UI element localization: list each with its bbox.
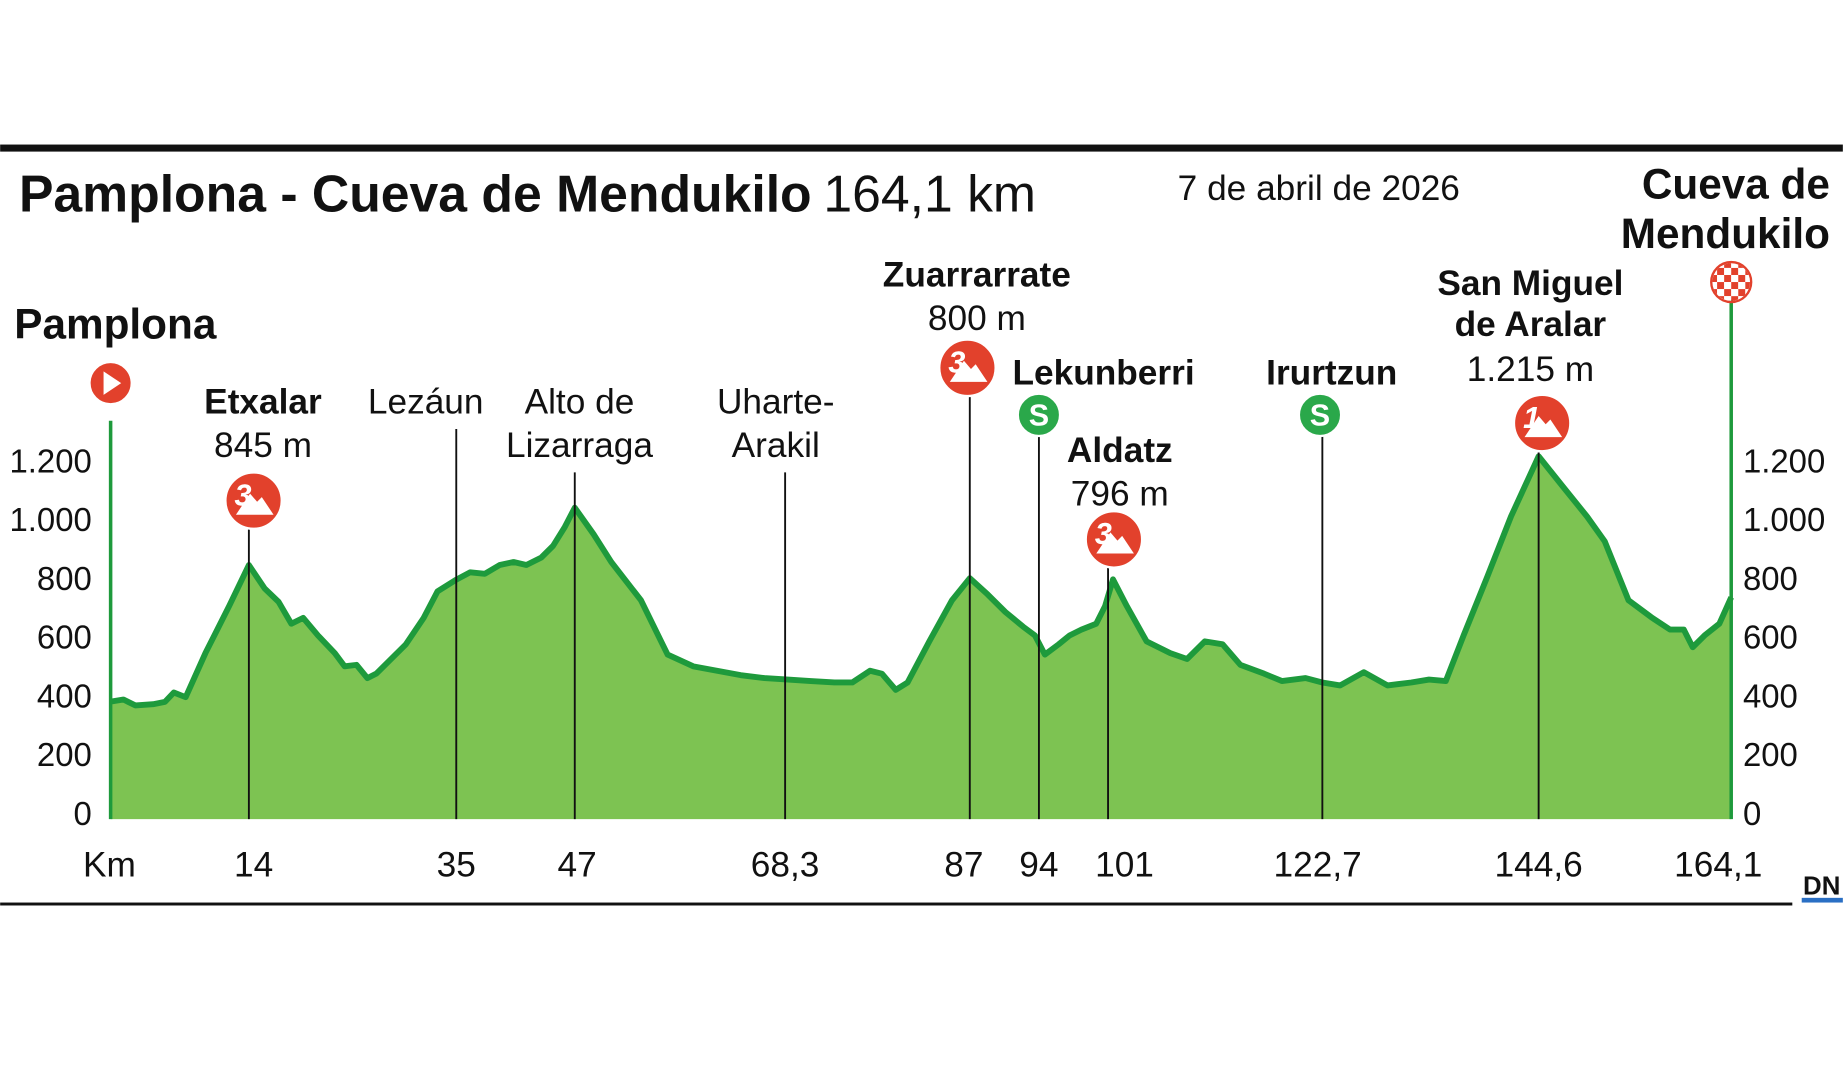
- sprint-badge: [1297, 392, 1343, 438]
- y-tick-label: 1.000: [10, 501, 92, 538]
- finish-check: [1712, 263, 1718, 268]
- climb-badge-category: 3: [235, 478, 252, 512]
- start-icon-arrow: [103, 371, 122, 395]
- place-name: Alto de: [525, 383, 635, 422]
- finish-check: [1738, 274, 1746, 283]
- finish-check: [1724, 274, 1732, 283]
- climb-badge-category: 3: [948, 346, 965, 380]
- finish-check: [1731, 274, 1739, 283]
- finish-check: [1745, 274, 1751, 283]
- x-tick-label: 47: [558, 846, 597, 885]
- plot: 0 0 200 200 400 400 600 600 800 800 1.000 1.000 1.20…: [10, 256, 1826, 885]
- place-name: Lekunberri: [1012, 353, 1194, 392]
- distance: 164,1 km: [823, 165, 1036, 223]
- finish-check: [1745, 282, 1751, 290]
- x-tick-label: 35: [437, 846, 476, 885]
- title: Pamplona - Cueva de Mendukilo: [19, 165, 812, 223]
- elevation-line: [110, 453, 1734, 709]
- altitude: 845 m: [214, 426, 312, 465]
- x-tick-label: 94: [1019, 846, 1058, 885]
- finish-check: [1724, 263, 1732, 268]
- x-axis-label: Km: [83, 846, 136, 885]
- finish-label: Mendukilo: [1621, 210, 1830, 257]
- place-name: Lizarraga: [506, 426, 653, 465]
- finish-check: [1745, 296, 1751, 301]
- altitude: 1.215 m: [1467, 350, 1594, 389]
- finish-check: [1724, 296, 1732, 301]
- y-tick-label-right: 200: [1743, 736, 1798, 773]
- finish-check: [1731, 296, 1739, 301]
- finish-check: [1738, 282, 1746, 290]
- finish-label: Cueva de: [1642, 161, 1830, 208]
- y-tick-label: 400: [37, 677, 92, 714]
- climb-badge-mountain: [1524, 416, 1563, 438]
- sprint-badge-label: S: [1029, 398, 1049, 432]
- finish-icon-ring: [1710, 260, 1753, 304]
- climb-badge-category: 1: [1523, 401, 1540, 435]
- finish-check: [1712, 296, 1718, 301]
- finish-check: [1731, 282, 1739, 290]
- x-tick-label: 87: [944, 846, 983, 885]
- sprint-badge: [1016, 392, 1062, 438]
- x-tick-label: 122,7: [1274, 846, 1362, 885]
- sprint-badge-label: S: [1310, 398, 1330, 432]
- place-name: Aldatz: [1067, 431, 1173, 470]
- finish-check: [1738, 289, 1746, 297]
- place-name: Uharte-: [717, 383, 835, 422]
- y-tick-label: 1.200: [10, 442, 92, 479]
- y-tick-label-right: 800: [1743, 560, 1798, 597]
- altitude: 800 m: [928, 299, 1026, 338]
- x-tick-label: 14: [234, 846, 273, 885]
- x-tick-label: 144,6: [1495, 846, 1583, 885]
- start-label: Pamplona: [14, 300, 217, 347]
- y-tick-label-right: 600: [1743, 619, 1798, 656]
- altitude: 796 m: [1071, 474, 1169, 513]
- finish-check: [1724, 282, 1732, 290]
- logo-bar: [1801, 897, 1843, 903]
- y-tick-label-right: 0: [1743, 795, 1761, 832]
- y-tick-label: 200: [37, 736, 92, 773]
- place-name: Etxalar: [204, 383, 322, 422]
- climb-badge-mountain: [1096, 532, 1134, 554]
- place-name: Irurtzun: [1266, 353, 1397, 392]
- y-tick-label: 800: [37, 560, 92, 597]
- climb-badge-mountain: [949, 360, 988, 382]
- y-tick-label-right: 400: [1743, 677, 1798, 714]
- finish-check: [1717, 274, 1725, 283]
- place-name: Arakil: [732, 426, 820, 465]
- finish-check: [1717, 267, 1725, 275]
- y-tick-label-right: 1.000: [1743, 501, 1825, 538]
- climb-badge-category: 3: [1095, 517, 1112, 551]
- place-name: de Aralar: [1455, 305, 1607, 344]
- logo: DN: [1803, 872, 1840, 900]
- y-tick-label: 0: [74, 795, 92, 832]
- x-tick-label: 101: [1095, 846, 1154, 885]
- top-rule: [0, 144, 1843, 152]
- finish-check: [1717, 289, 1725, 297]
- finish-check: [1731, 289, 1739, 297]
- elevation-area: [110, 456, 1732, 820]
- place-name: Lezáun: [368, 383, 484, 422]
- finish-check: [1731, 263, 1739, 268]
- x-tick-label: 164,1: [1674, 846, 1762, 885]
- place-name: Zuarrarrate: [883, 256, 1071, 295]
- x-tick-label: 68,3: [751, 846, 820, 885]
- place-name: San Miguel: [1437, 264, 1623, 303]
- climb-badge-mountain: [235, 493, 274, 515]
- date: 7 de abril de 2026: [1178, 169, 1460, 208]
- y-tick-label: 600: [37, 619, 92, 656]
- finish-check: [1717, 282, 1725, 290]
- finish-check: [1724, 267, 1732, 275]
- finish-check: [1712, 282, 1718, 290]
- finish-check: [1724, 289, 1732, 297]
- bottom-rule: [0, 902, 1793, 906]
- finish-check: [1738, 267, 1746, 275]
- finish-check: [1745, 263, 1751, 268]
- finish-check: [1712, 274, 1718, 283]
- y-tick-label-right: 1.200: [1743, 442, 1825, 479]
- finish-check: [1731, 267, 1739, 275]
